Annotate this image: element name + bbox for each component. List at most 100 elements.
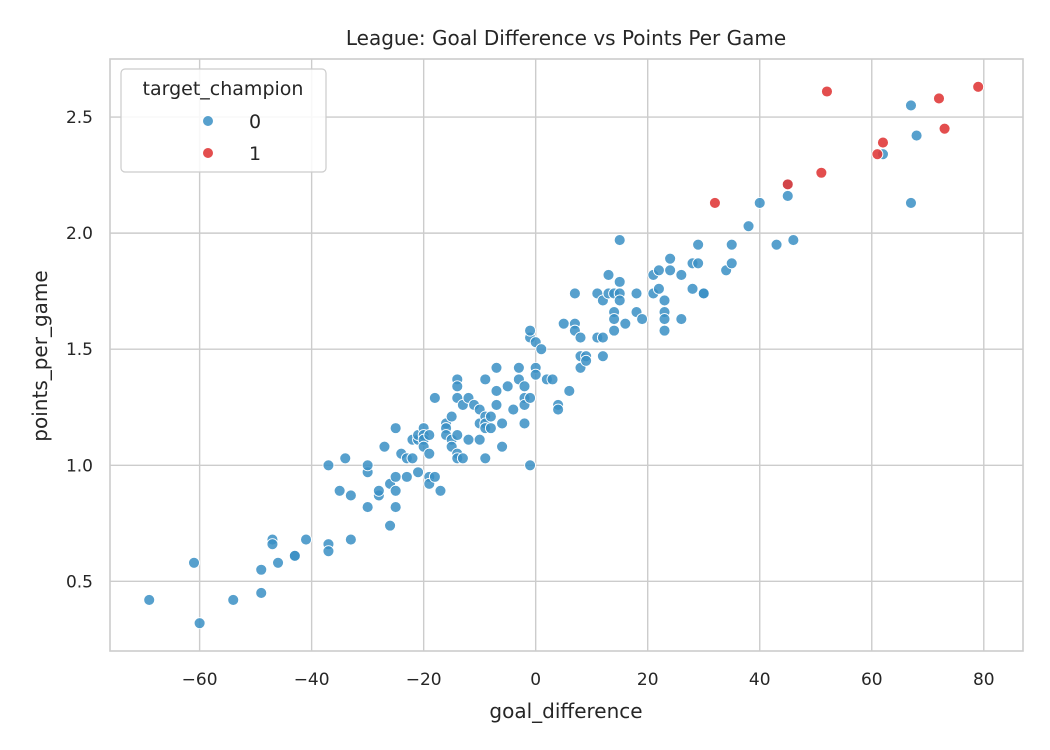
scatter-point-series-0 — [501, 380, 514, 393]
scatter-point-series-0 — [479, 373, 492, 386]
scatter-point-series-0 — [552, 403, 565, 416]
scatter-point-series-0 — [496, 440, 509, 453]
scatter-point-series-0 — [697, 287, 710, 300]
scatter-point-series-0 — [272, 556, 284, 569]
scatter-point-series-0 — [770, 238, 783, 251]
scatter-point-series-0 — [428, 391, 441, 404]
scatter-point-series-0 — [389, 422, 402, 435]
scatter-point-series-0 — [675, 313, 688, 325]
scatter-point-series-1 — [821, 85, 833, 98]
scatter-point-series-0 — [692, 238, 705, 251]
scatter-point-series-0 — [266, 538, 279, 551]
scatter-point-series-0 — [484, 410, 497, 423]
scatter-point-series-0 — [507, 403, 520, 416]
scatter-point-series-0 — [630, 287, 643, 300]
scatter-point-series-0 — [490, 361, 503, 374]
scatter-point-series-0 — [568, 287, 581, 300]
scatter-point-series-0 — [456, 452, 469, 465]
x-axis-ticks: −60 −40 −20 0 20 40 60 80 — [182, 670, 995, 690]
y-tick-label: 2.0 — [66, 224, 93, 244]
scatter-point-series-0 — [781, 190, 794, 202]
x-tick-label: 60 — [861, 670, 883, 690]
scatter-point-series-1 — [871, 148, 884, 161]
scatter-point-series-0 — [412, 466, 425, 479]
scatter-point-series-0 — [905, 196, 917, 209]
scatter-point-series-0 — [344, 489, 357, 502]
x-tick-label: −20 — [406, 670, 442, 690]
scatter-point-series-0 — [339, 452, 352, 465]
scatter-point-series-0 — [361, 501, 374, 514]
scatter-point-series-0 — [725, 257, 738, 270]
scatter-point-series-0 — [529, 368, 542, 381]
scatter-point-series-0 — [664, 252, 677, 265]
scatter-point-series-1 — [708, 196, 721, 209]
y-axis-label: points_per_game — [28, 270, 52, 441]
scatter-point-series-0 — [613, 294, 626, 307]
scatter-point-series-0 — [333, 484, 346, 497]
scatter-point-series-0 — [910, 129, 923, 142]
scatter-point-series-0 — [518, 380, 531, 393]
scatter-point-series-0 — [227, 593, 240, 606]
scatter-point-series-0 — [406, 452, 419, 465]
scatter-point-series-0 — [451, 429, 464, 442]
x-tick-label: −40 — [294, 670, 330, 690]
scatter-point-series-0 — [658, 324, 671, 337]
scatter-point-series-0 — [619, 317, 632, 330]
x-axis-label: goal_difference — [489, 699, 642, 723]
scatter-point-series-0 — [613, 275, 626, 288]
scatter-point-series-0 — [428, 470, 441, 483]
scatter-point-series-0 — [361, 459, 374, 472]
scatter-point-series-0 — [652, 282, 665, 295]
y-tick-label: 0.5 — [66, 572, 93, 592]
scatter-point-series-0 — [596, 331, 609, 344]
scatter-point-series-0 — [300, 533, 312, 546]
scatter-point-series-0 — [580, 354, 593, 367]
scatter-point-series-0 — [378, 440, 391, 453]
scatter-point-series-0 — [255, 587, 268, 599]
scatter-point-series-1 — [938, 122, 951, 135]
scatter-point-series-0 — [400, 470, 413, 483]
y-tick-label: 1.0 — [66, 456, 93, 476]
data-points — [143, 80, 985, 630]
scatter-point-series-0 — [535, 343, 548, 356]
scatter-point-series-0 — [692, 257, 705, 270]
scatter-point-series-0 — [322, 459, 335, 472]
x-tick-label: 80 — [973, 670, 995, 690]
scatter-point-series-0 — [434, 484, 447, 497]
scatter-point-series-0 — [652, 264, 665, 277]
scatter-point-series-0 — [389, 501, 402, 514]
scatter-point-series-0 — [658, 313, 671, 325]
scatter-point-series-0 — [423, 429, 436, 442]
legend-label-1: 1 — [249, 143, 261, 165]
x-tick-label: 20 — [637, 670, 659, 690]
scatter-point-series-0 — [288, 549, 301, 562]
scatter-point-series-0 — [484, 422, 497, 435]
scatter-point-series-0 — [725, 238, 738, 251]
scatter-point-series-0 — [596, 350, 609, 363]
scatter-point-series-0 — [344, 533, 357, 546]
scatter-point-series-0 — [787, 234, 800, 247]
scatter-point-series-1 — [781, 178, 794, 191]
scatter-point-series-0 — [372, 484, 385, 497]
plot-frame — [109, 58, 1024, 652]
x-tick-label: 0 — [530, 670, 541, 690]
scatter-point-series-0 — [524, 391, 537, 404]
scatter-point-series-0 — [496, 417, 509, 430]
legend: target_champion 0 1 — [120, 68, 327, 173]
scatter-point-series-1 — [815, 166, 828, 179]
scatter-point-series-0 — [188, 556, 200, 569]
scatter-point-series-0 — [686, 282, 699, 295]
scatter-point-series-0 — [512, 361, 525, 374]
legend-title: target_champion — [143, 78, 304, 100]
scatter-point-series-0 — [608, 313, 621, 325]
y-tick-label: 1.5 — [66, 340, 93, 360]
scatter-point-series-0 — [518, 417, 531, 430]
scatter-point-series-0 — [636, 313, 649, 325]
scatter-point-series-1 — [933, 92, 945, 105]
scatter-point-series-0 — [574, 331, 587, 344]
legend-label-0: 0 — [249, 111, 261, 133]
scatter-point-series-0 — [423, 447, 436, 460]
legend-marker-0 — [202, 115, 214, 127]
scatter-point-series-0 — [602, 268, 615, 281]
scatter-point-series-0 — [389, 470, 402, 483]
